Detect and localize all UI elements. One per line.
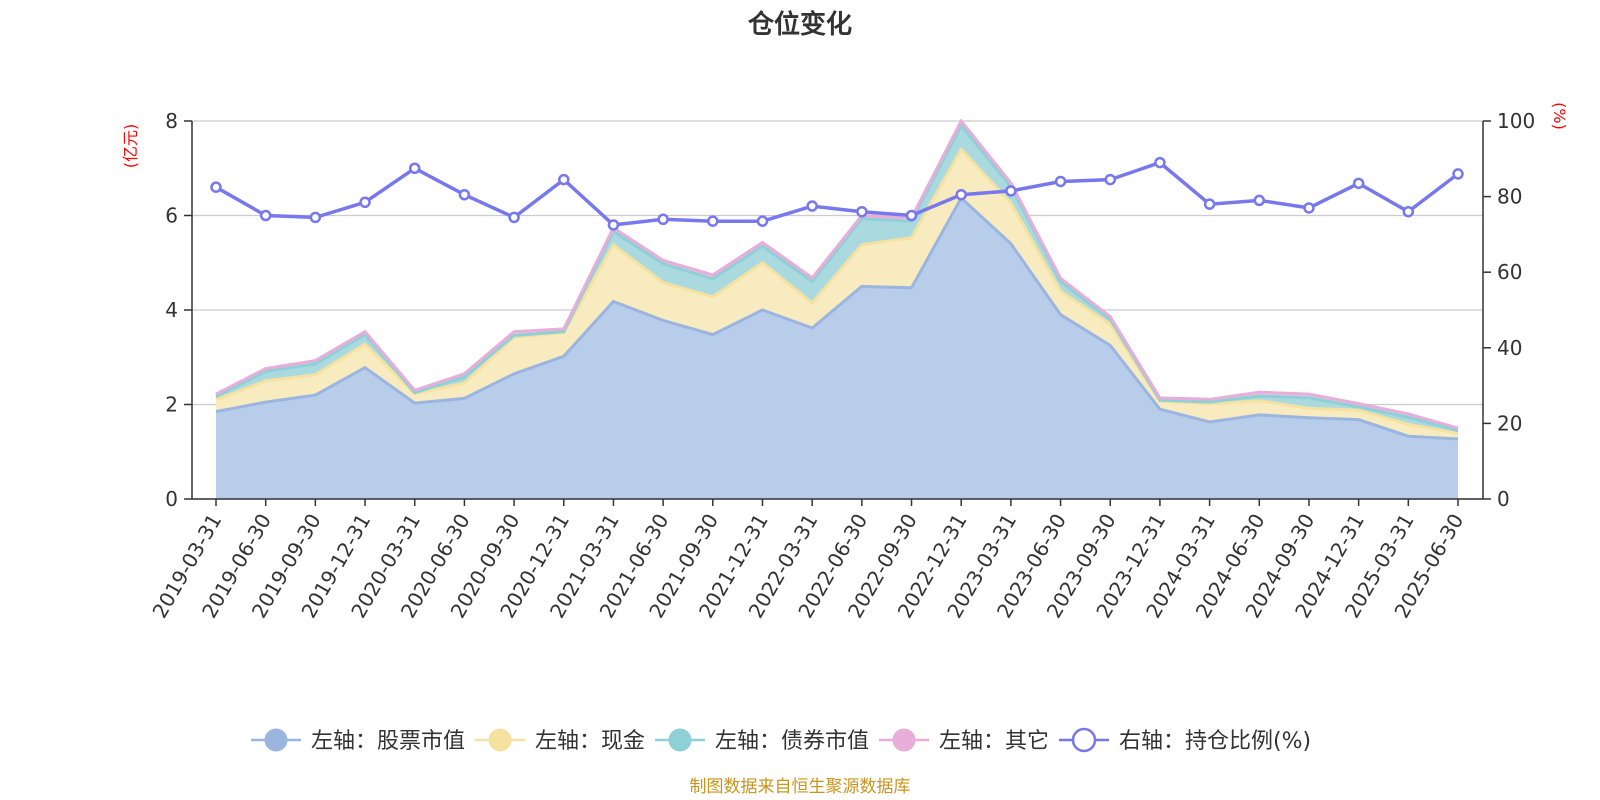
- ratio-point: [1402, 205, 1415, 218]
- ratio-point: [458, 188, 471, 201]
- ratio-point: [1253, 194, 1266, 207]
- ratio-point: [806, 200, 818, 212]
- legend-item: 右轴：持仓比例(%): [1059, 727, 1311, 754]
- legend-item: 左轴：股票市值: [251, 728, 465, 754]
- legend-item: 左轴：现金: [475, 728, 645, 754]
- legend-swatch-marker: [668, 728, 692, 752]
- area-edge-line: [215, 118, 1459, 430]
- right-tick-label: 80: [1497, 185, 1522, 209]
- ratio-point: [359, 196, 371, 209]
- right-tick-label: 60: [1497, 260, 1522, 284]
- legend-label: 左轴：现金: [535, 729, 645, 754]
- legend-swatch-marker: [892, 728, 916, 752]
- ratio-point: [210, 181, 222, 193]
- legend-swatch-marker: [264, 728, 288, 752]
- ratio-line-path: [215, 160, 1460, 227]
- right-tick-label: 20: [1497, 411, 1522, 435]
- data-source-note: 制图数据来自恒生聚源数据库: [690, 777, 911, 797]
- legend-label: 右轴：持仓比例(%): [1119, 729, 1311, 754]
- legend-label: 左轴：股票市值: [311, 729, 465, 754]
- ratio-point: [905, 209, 918, 222]
- ratio-point: [558, 173, 570, 186]
- legend-item: 左轴：债券市值: [655, 728, 869, 754]
- legend: 左轴：股票市值 左轴：现金 左轴：债券市值 左轴：其它 右轴：持仓比例(%): [251, 727, 1311, 754]
- ratio-point: [955, 188, 967, 201]
- left-tick-label: 8: [165, 109, 178, 133]
- ratio-point: [856, 205, 868, 218]
- ratio-point: [309, 211, 322, 224]
- ratio-point: [508, 211, 520, 224]
- ratio-point: [1005, 185, 1017, 197]
- left-axis-unit: (亿元): [121, 124, 140, 169]
- right-tick-label: 0: [1497, 487, 1510, 511]
- ratio-point: [1303, 202, 1315, 214]
- left-tick-label: 4: [165, 298, 178, 322]
- right-axis-unit: (%): [1550, 102, 1569, 130]
- area-fill: [216, 198, 1458, 499]
- legend-label: 左轴：其它: [939, 729, 1049, 754]
- area-fill: [216, 149, 1458, 440]
- ratio-point: [1104, 173, 1116, 186]
- ratio-point: [657, 213, 669, 226]
- left-tick-label: 0: [165, 487, 178, 511]
- ratio-point: [408, 162, 421, 174]
- legend-item: 左轴：其它: [879, 728, 1049, 754]
- ratio-point: [707, 215, 719, 227]
- right-tick-label: 100: [1497, 109, 1535, 133]
- ratio-point: [756, 215, 769, 227]
- ratio-point: [1352, 177, 1365, 190]
- ratio-point: [259, 209, 272, 222]
- ratio-point: [607, 219, 620, 231]
- ratio-line: [210, 156, 1464, 231]
- legend-swatch-marker: [488, 728, 512, 752]
- ratio-point: [1452, 168, 1464, 180]
- ratio-point: [1203, 198, 1216, 210]
- area-edge-line: [215, 122, 1459, 432]
- area-edge-line: [215, 146, 1459, 435]
- left-tick-label: 6: [165, 204, 178, 228]
- left-tick-label: 2: [165, 393, 178, 417]
- stacked-areas: [215, 118, 1459, 499]
- ratio-point: [1054, 175, 1067, 188]
- ratio-point: [1154, 156, 1166, 169]
- chart-title: 仓位变化: [747, 9, 852, 40]
- legend-label: 左轴：债券市值: [715, 729, 869, 754]
- legend-swatch-marker: [1071, 727, 1097, 753]
- right-tick-label: 40: [1497, 336, 1522, 360]
- area-edge-line: [215, 195, 1459, 441]
